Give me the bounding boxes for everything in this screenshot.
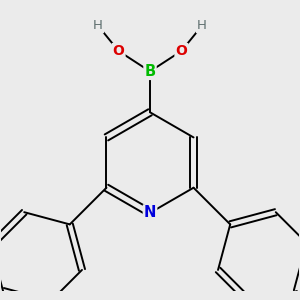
Text: H: H (93, 19, 103, 32)
Text: O: O (176, 44, 188, 58)
Text: O: O (112, 44, 124, 58)
Text: H: H (197, 19, 207, 32)
Text: B: B (144, 64, 156, 79)
Text: N: N (144, 206, 156, 220)
